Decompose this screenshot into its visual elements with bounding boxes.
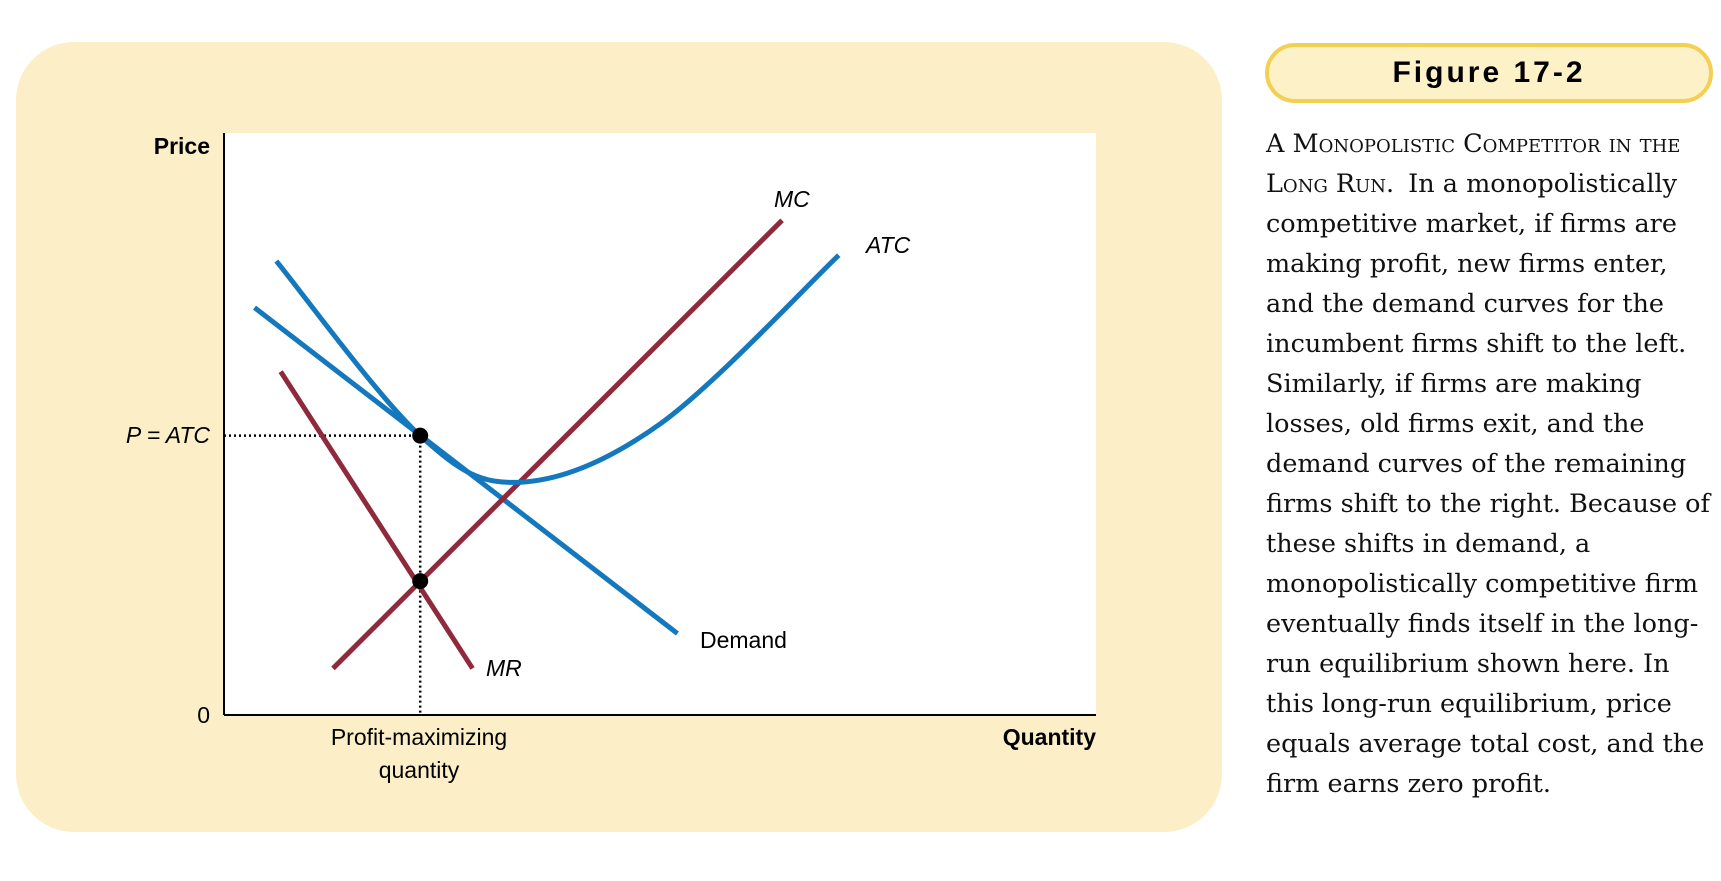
profit-max-quantity-label-line1: Profit-maximizing bbox=[331, 724, 507, 750]
series-label-demand: Demand bbox=[700, 627, 787, 653]
figure-caption: A Monopolistic Competitor in the Long Ru… bbox=[1266, 124, 1716, 804]
series-atc-curve bbox=[274, 253, 841, 485]
series-label-atc: ATC bbox=[864, 232, 911, 258]
caption-text: In a monopolistically competitive market… bbox=[1266, 169, 1710, 799]
series-label-mc: MC bbox=[774, 186, 810, 212]
series-label-mr: MR bbox=[486, 655, 522, 681]
equilibrium-point-1 bbox=[412, 573, 429, 590]
caption-title: A Monopolistic Competitor in the Long Ru… bbox=[1266, 129, 1681, 199]
long-run-equilibrium-chart: Price Quantity 0 P = ATC Profit-maximizi… bbox=[126, 133, 1096, 783]
equilibrium-point-0 bbox=[412, 427, 429, 444]
figure-label-badge: Figure 17-2 bbox=[1265, 43, 1713, 103]
figure-label: Figure 17-2 bbox=[1392, 56, 1586, 89]
series-mr-curve bbox=[278, 370, 475, 670]
origin-label: 0 bbox=[197, 702, 210, 728]
curves bbox=[252, 218, 841, 671]
profit-max-quantity-label-line2: quantity bbox=[379, 757, 460, 783]
y-axis-label: Price bbox=[154, 133, 210, 159]
series-mc-curve bbox=[331, 218, 784, 671]
price-equals-atc-label: P = ATC bbox=[126, 422, 211, 448]
guide-lines bbox=[224, 434, 422, 715]
x-axis-label: Quantity bbox=[1003, 724, 1096, 750]
equilibrium-points bbox=[412, 427, 429, 590]
